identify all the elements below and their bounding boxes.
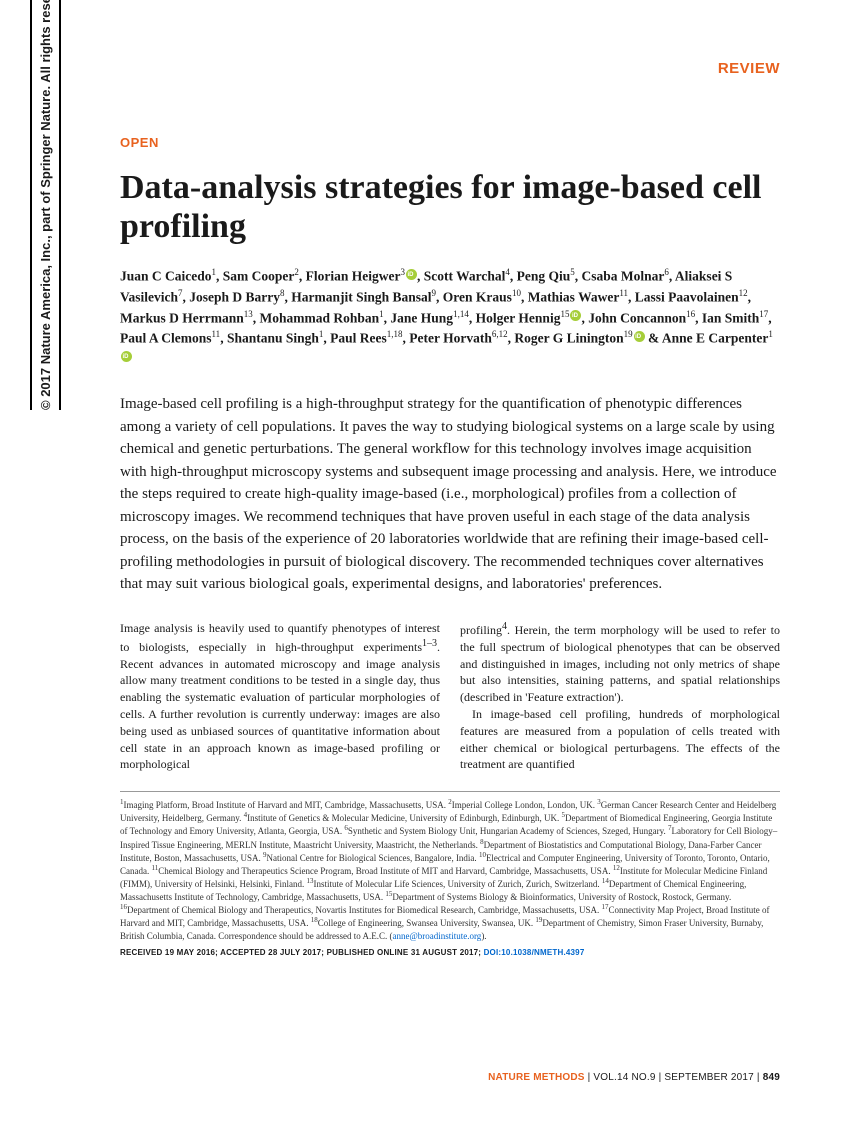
footer-sep3: | xyxy=(754,1072,763,1083)
page-footer: NATURE METHODS | VOL.14 NO.9 | SEPTEMBER… xyxy=(488,1072,780,1083)
author-list: Juan C Caicedo1, Sam Cooper2, Florian He… xyxy=(120,266,780,369)
page: © 2017 Nature America, Inc., part of Spr… xyxy=(0,0,850,1121)
body-column-left: Image analysis is heavily used to quanti… xyxy=(120,620,440,773)
footer-journal: NATURE METHODS xyxy=(488,1072,585,1083)
body-text: Image analysis is heavily used to quanti… xyxy=(120,620,780,773)
footer-date: SEPTEMBER 2017 xyxy=(664,1072,754,1083)
article-title: Data-analysis strategies for image-based… xyxy=(120,168,780,246)
dates-text: RECEIVED 19 MAY 2016; ACCEPTED 28 JULY 2… xyxy=(120,948,484,957)
body-column-right: profiling4. Herein, the term morphology … xyxy=(460,620,780,773)
doi-link[interactable]: DOI:10.1038/NMETH.4397 xyxy=(484,948,585,957)
footer-page: 849 xyxy=(763,1072,780,1083)
article-content: REVIEW OPEN Data-analysis strategies for… xyxy=(120,60,780,957)
footer-issue: VOL.14 NO.9 xyxy=(593,1072,655,1083)
publication-dates: RECEIVED 19 MAY 2016; ACCEPTED 28 JULY 2… xyxy=(120,948,780,957)
copyright-sidebar: © 2017 Nature America, Inc., part of Spr… xyxy=(30,0,61,410)
correspondence-email-link[interactable]: anne@broadinstitute.org xyxy=(392,931,481,941)
review-tag: REVIEW xyxy=(120,60,780,77)
abstract: Image-based cell profiling is a high-thr… xyxy=(120,393,780,596)
open-access-tag: OPEN xyxy=(120,135,780,150)
affiliations: 1Imaging Platform, Broad Institute of Ha… xyxy=(120,791,780,942)
